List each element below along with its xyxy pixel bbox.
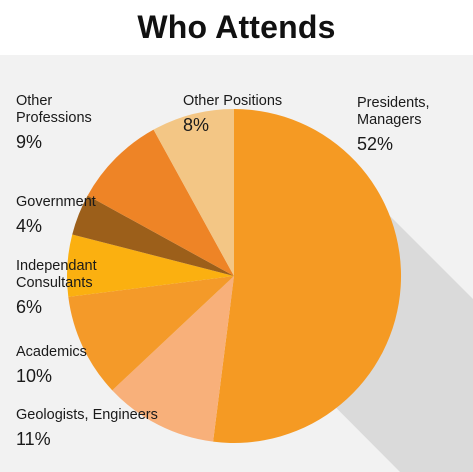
slice-percent: 6%	[16, 297, 43, 317]
slice-percent: 10%	[16, 366, 53, 386]
title-bar: Who Attends	[0, 0, 473, 55]
slice-label: Other Professions 9%	[16, 93, 92, 153]
slice-name: Other Professions	[16, 93, 92, 126]
slice-name: Government	[16, 194, 96, 210]
slice-label: Academics 10%	[16, 344, 87, 387]
slice-label: Presidents, Managers 52%	[357, 95, 430, 155]
slice-label: Other Positions 8%	[183, 93, 282, 136]
slice-name: Independant Consultants	[16, 258, 97, 291]
slice-percent: 4%	[16, 216, 43, 236]
pie-slice	[68, 276, 234, 391]
pie-slices	[67, 109, 402, 444]
slice-name: Presidents, Managers	[357, 95, 430, 128]
slice-label: Geologists, Engineers 11%	[16, 407, 158, 450]
slice-percent: 52%	[357, 134, 394, 154]
slice-percent: 9%	[16, 132, 43, 152]
pie-slice	[67, 234, 234, 297]
slice-label: Independant Consultants 6%	[16, 258, 97, 318]
pie-slice	[213, 109, 402, 444]
slice-percent: 11%	[16, 429, 51, 449]
pie-slice	[153, 109, 234, 276]
slice-name: Geologists, Engineers	[16, 407, 158, 423]
slice-name: Academics	[16, 344, 87, 360]
pie-slice	[87, 129, 234, 276]
slice-name: Other Positions	[183, 93, 283, 109]
slice-percent: 8%	[183, 115, 210, 135]
pie-slice	[112, 276, 234, 442]
pie-slice	[72, 195, 234, 276]
chart-title: Who Attends	[137, 9, 336, 45]
slice-label: Government 4%	[16, 194, 96, 237]
